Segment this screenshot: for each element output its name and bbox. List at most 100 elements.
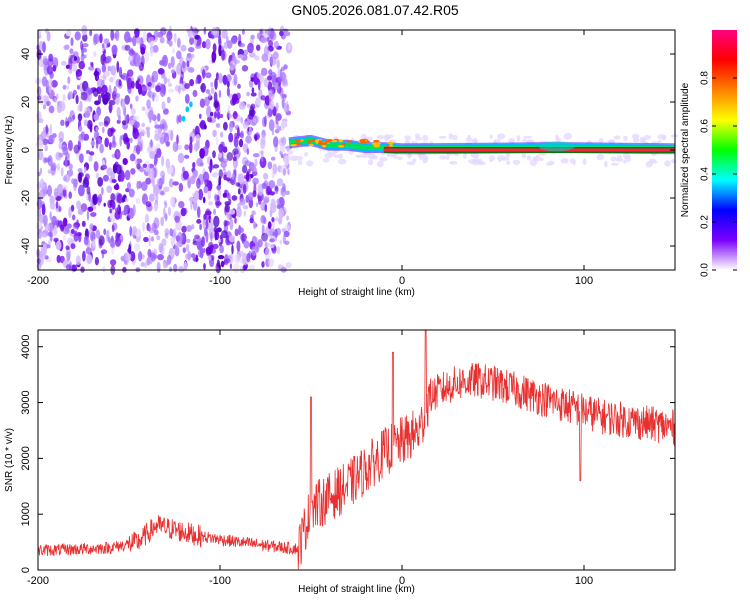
noise-speck (217, 255, 225, 260)
noise-speck (192, 170, 198, 179)
noise-speck (274, 82, 279, 90)
y-tick-label: 3000 (20, 390, 32, 414)
noise-speck (234, 217, 237, 224)
noise-speck (231, 173, 235, 180)
noise-speck (109, 142, 112, 150)
noise-speck (63, 173, 71, 183)
noise-speck (242, 265, 247, 271)
noise-speck (97, 177, 104, 187)
noise-speck (89, 29, 93, 37)
noise-speck (281, 96, 285, 109)
noise-speck (68, 169, 74, 177)
noise-speck (285, 190, 290, 196)
noise-speck (265, 185, 271, 196)
noise-speck (280, 120, 287, 128)
noise-speck (152, 92, 155, 102)
noise-speck (233, 263, 240, 274)
noise-speck (199, 148, 206, 159)
signal-haze (489, 159, 493, 163)
noise-speck (63, 227, 70, 235)
noise-speck (276, 178, 284, 187)
noise-speck (65, 245, 70, 250)
signal-haze (439, 155, 447, 160)
noise-speck (94, 257, 99, 266)
noise-speck (249, 109, 256, 116)
snr-series-line (37, 329, 676, 570)
noise-speck (205, 218, 209, 230)
noise-speck (223, 79, 228, 86)
noise-speck (242, 121, 250, 129)
noise-speck (211, 27, 217, 36)
noise-speck (52, 64, 57, 72)
noise-speck (154, 124, 160, 129)
noise-speck (96, 78, 104, 88)
noise-speck (43, 55, 47, 62)
noise-speck (115, 164, 122, 175)
noise-speck (94, 68, 98, 79)
noise-speck (185, 244, 190, 252)
noise-speck (158, 242, 163, 253)
noise-speck (221, 49, 225, 61)
noise-speck (169, 266, 173, 272)
noise-speck (197, 188, 204, 201)
y-tick-label: -20 (20, 190, 32, 206)
noise-speck (82, 178, 90, 188)
noise-speck (84, 106, 91, 119)
noise-speck (231, 244, 234, 255)
noise-speck (263, 77, 269, 88)
noise-speck (109, 210, 116, 223)
noise-speck (49, 195, 55, 205)
noise-speck (247, 192, 254, 201)
noise-speck (214, 229, 218, 241)
noise-speck (106, 230, 109, 242)
noise-speck (108, 103, 113, 114)
noise-speck (161, 101, 166, 111)
noise-speck (233, 73, 238, 86)
signal-haze (422, 134, 429, 141)
signal-haze (306, 160, 314, 167)
noise-speck (237, 173, 244, 182)
noise-speck (273, 40, 279, 49)
noise-speck (250, 34, 255, 40)
noise-speck (182, 247, 186, 254)
noise-speck (178, 266, 185, 273)
noise-speck (234, 228, 239, 237)
noise-speck (276, 246, 281, 255)
noise-speck (147, 168, 155, 179)
noise-speck (219, 245, 225, 254)
noise-speck (190, 253, 196, 259)
spectrogram-x-axis: -200 -100 0 100 (27, 30, 593, 287)
noise-speck (133, 243, 141, 252)
noise-speck (278, 208, 285, 219)
noise-speck (160, 170, 166, 179)
noise-speck (216, 111, 221, 120)
noise-speck (232, 93, 238, 103)
signal-hot-spot (373, 144, 380, 148)
signal-hot-spot (308, 143, 314, 147)
noise-speck (173, 228, 177, 240)
noise-speck (252, 177, 259, 185)
noise-speck (172, 141, 179, 153)
noise-speck (203, 26, 207, 35)
noise-speck (272, 231, 276, 236)
noise-speck (274, 216, 279, 222)
noise-speck (65, 120, 70, 127)
noise-speck (145, 51, 150, 63)
noise-speck (132, 35, 137, 47)
noise-speck (157, 253, 165, 261)
noise-speck (168, 40, 173, 47)
signal-haze (423, 155, 429, 161)
noise-speck (109, 259, 117, 266)
noise-speck (111, 224, 115, 233)
noise-speck (75, 94, 79, 105)
noise-speck (214, 78, 218, 90)
noise-speck (156, 113, 161, 122)
noise-speck (63, 235, 66, 241)
noise-speck (268, 69, 273, 76)
signal-haze (446, 156, 450, 161)
noise-speck (267, 75, 272, 81)
noise-speck (82, 54, 87, 59)
noise-speck (218, 152, 223, 159)
noise-speck (77, 84, 80, 90)
noise-speck (167, 82, 173, 87)
